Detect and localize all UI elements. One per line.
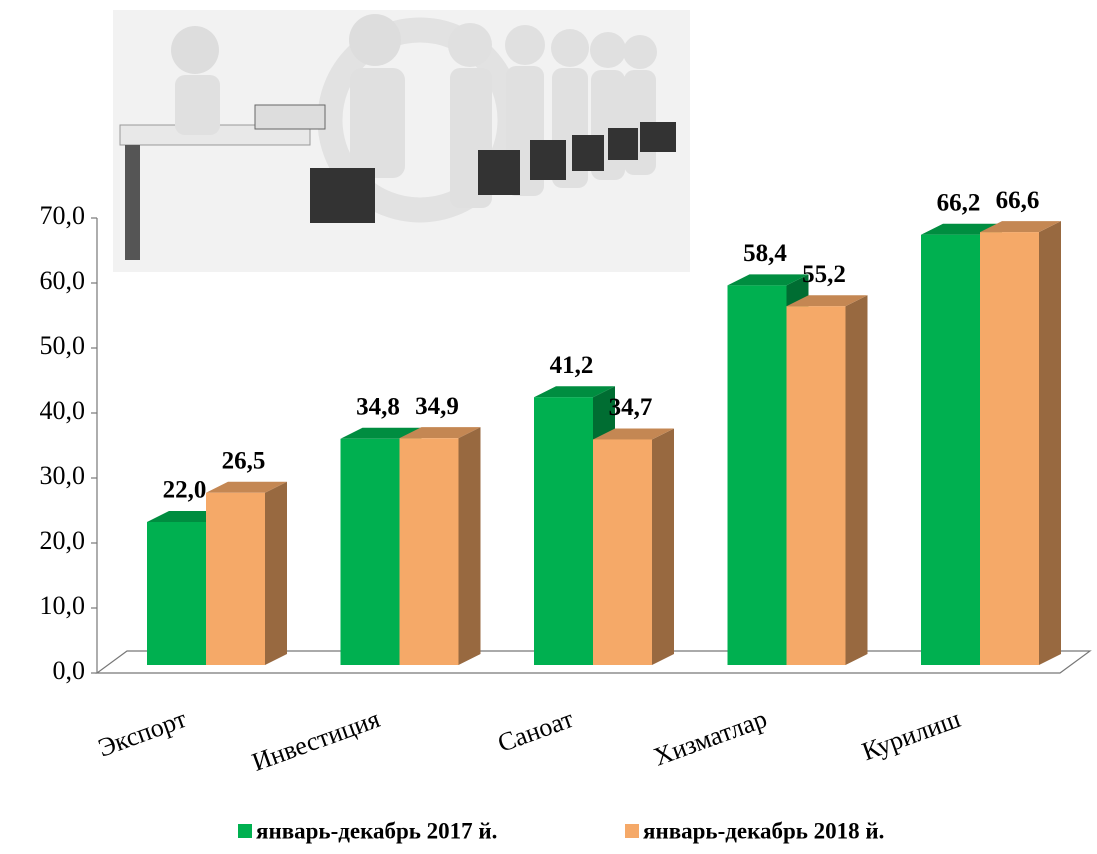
bar-front <box>787 306 846 665</box>
x-tick-label: Саноат <box>494 704 577 758</box>
bar-front <box>593 439 652 665</box>
bar-front <box>921 235 980 665</box>
legend-swatch <box>625 824 639 838</box>
y-tick-label: 60,0 <box>40 266 86 295</box>
value-label: 34,9 <box>415 393 459 420</box>
illustration <box>113 10 690 272</box>
bar-front <box>400 438 459 665</box>
bar-front <box>980 232 1039 665</box>
y-tick-label: 30,0 <box>40 461 86 490</box>
bar-side <box>652 428 674 665</box>
value-label: 66,2 <box>937 189 981 216</box>
legend-swatch <box>238 824 252 838</box>
y-tick-label: 10,0 <box>40 591 86 620</box>
value-label: 41,2 <box>550 352 594 379</box>
bar <box>206 482 287 665</box>
bar <box>787 295 868 665</box>
bar <box>400 427 481 665</box>
value-label: 22,0 <box>163 477 207 504</box>
y-tick-label: 70,0 <box>40 201 86 230</box>
bar <box>593 428 674 665</box>
x-tick-label: Хизматлар <box>650 704 771 772</box>
y-tick-label: 0,0 <box>53 656 86 685</box>
x-tick-label: Инвестиция <box>248 704 384 777</box>
chart: 0,0 10,0 20,0 30,0 40,0 50,0 60,0 70,0 22,0 26,5 Э… <box>0 0 1097 854</box>
bar <box>980 221 1061 665</box>
bar-side <box>1039 221 1061 665</box>
x-tick-label: Курилиш <box>858 704 964 766</box>
value-label: 58,4 <box>743 240 787 267</box>
bar-side <box>265 482 287 665</box>
value-label: 66,6 <box>996 187 1040 214</box>
y-tick-label: 20,0 <box>40 526 86 555</box>
bar-side <box>459 427 481 665</box>
y-tick-label: 40,0 <box>40 396 86 425</box>
bar-front <box>147 522 206 665</box>
y-tick-label: 50,0 <box>40 331 86 360</box>
value-label: 55,2 <box>802 261 846 288</box>
bar-side <box>846 295 868 665</box>
bar-front <box>534 397 593 665</box>
value-label: 26,5 <box>222 447 266 474</box>
value-label: 34,8 <box>356 394 400 421</box>
bar-front <box>206 493 265 665</box>
legend-label: январь-декабрь 2018 й. <box>643 818 884 843</box>
legend-label: январь-декабрь 2017 й. <box>256 818 497 843</box>
x-tick-label: Экспорт <box>94 704 190 763</box>
value-label: 34,7 <box>609 394 653 421</box>
bar-front <box>728 285 787 665</box>
bar-front <box>341 439 400 665</box>
